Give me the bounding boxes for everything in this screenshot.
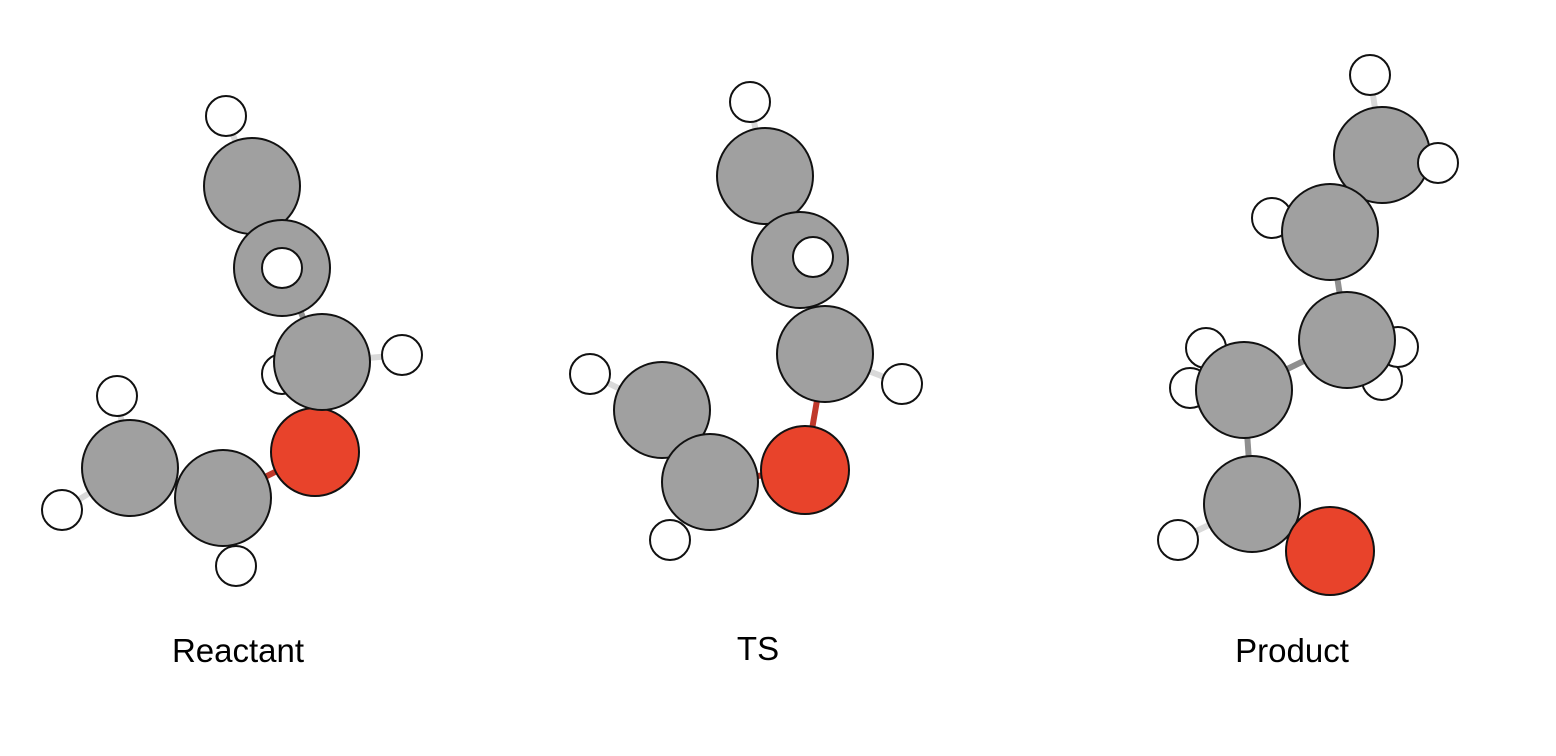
hydrogen-atom: [1417, 142, 1459, 184]
hydrogen-atom: [215, 545, 257, 587]
oxygen-atom: [1285, 506, 1375, 596]
carbon-atom: [1298, 291, 1396, 389]
hydrogen-atom: [261, 247, 303, 289]
product-label: Product: [1235, 632, 1349, 669]
carbon-atom: [273, 313, 371, 411]
molecule-ts: [569, 81, 923, 561]
carbon-atom: [716, 127, 814, 225]
hydrogen-atom: [381, 334, 423, 376]
carbon-atom: [81, 419, 179, 517]
hydrogen-atom: [649, 519, 691, 561]
molecule-product: [1157, 54, 1459, 596]
hydrogen-atom: [96, 375, 138, 417]
carbon-atom: [776, 305, 874, 403]
hydrogen-atom: [881, 363, 923, 405]
ts-label: TS: [736, 630, 780, 667]
hydrogen-atom: [792, 236, 834, 278]
carbon-atom: [1195, 341, 1293, 439]
hydrogen-atom: [569, 353, 611, 395]
hydrogen-atom: [729, 81, 771, 123]
hydrogen-atom: [41, 489, 83, 531]
carbon-atom: [613, 361, 711, 459]
carbon-atom: [174, 449, 272, 547]
hydrogen-atom: [1349, 54, 1391, 96]
carbon-atom: [661, 433, 759, 531]
carbon-atom: [1203, 455, 1301, 553]
reactant-label: Reactant: [171, 632, 305, 669]
hydrogen-atom: [1157, 519, 1199, 561]
molecule-reactant: [41, 95, 423, 587]
carbon-atom: [1281, 183, 1379, 281]
hydrogen-atom: [205, 95, 247, 137]
oxygen-atom: [760, 425, 850, 515]
oxygen-atom: [270, 407, 360, 497]
